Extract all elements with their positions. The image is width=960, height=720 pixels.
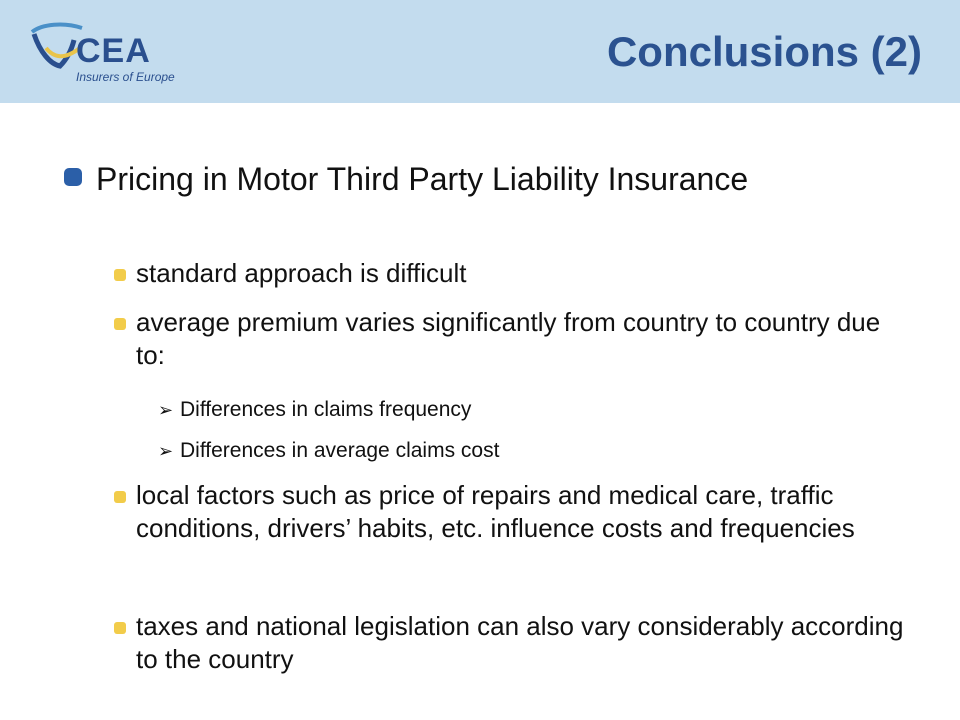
sub-point: average premium varies significantly fro… [136,307,881,370]
level2-bullet-icon [114,318,126,330]
arrow-bullet-icon: ➢ [158,400,174,420]
logo-swoosh-icon [30,22,83,69]
cea-logo: CEA Insurers of Europe [24,18,184,84]
logo-tagline: Insurers of Europe [76,70,175,84]
sub-sub-point: Differences in claims frequency [180,398,472,421]
level1-bullet-icon [64,168,82,186]
arrow-bullet-icon: ➢ [158,441,174,461]
level2-bullet-icon [114,491,126,503]
sub-point: taxes and national legislation can also … [136,611,904,674]
sub-sub-point: Differences in average claims cost [180,439,500,462]
slide-title: Conclusions (2) [606,28,922,75]
header-bar: CEA Insurers of Europe Conclusions (2) [0,0,960,103]
sub-point: standard approach is difficult [136,258,467,288]
logo-name: CEA [76,32,151,70]
main-point: Pricing in Motor Third Party Liability I… [96,161,749,197]
level2-bullet-icon [114,269,126,281]
sub-point: local factors such as price of repairs a… [136,480,855,543]
level2-bullet-icon [114,622,126,634]
